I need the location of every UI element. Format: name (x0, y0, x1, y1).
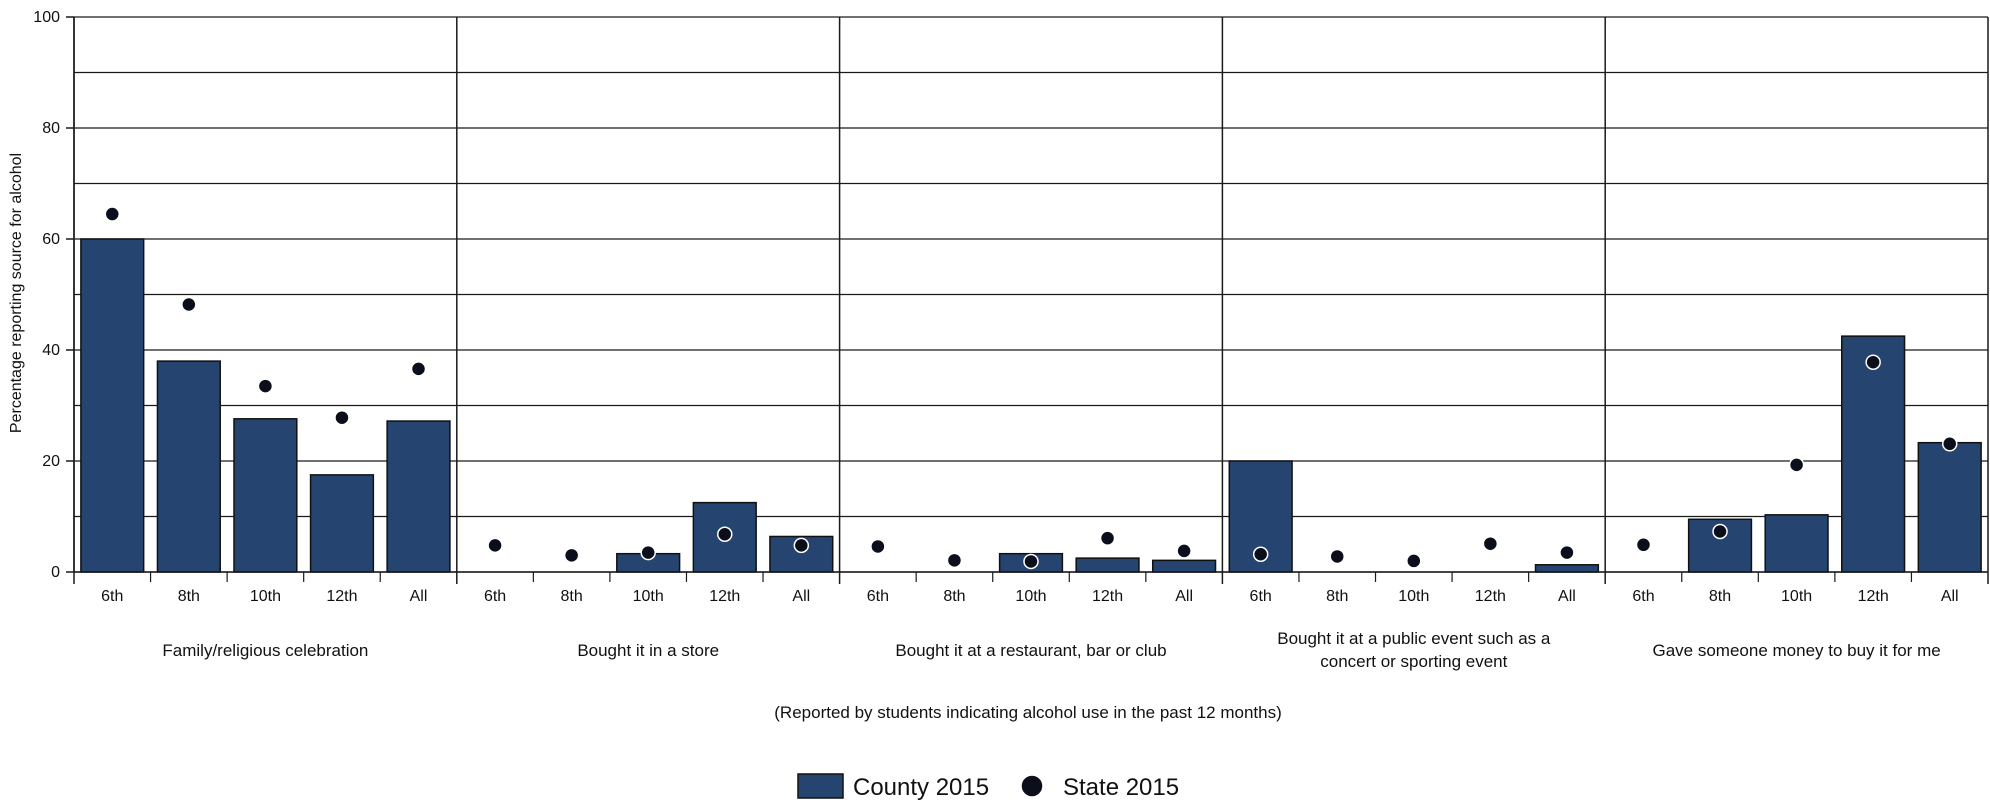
axes: 0 20 40 60 80 100 6th 8th 10th 12th All Family/reli… (33, 9, 1988, 671)
x-tick-label: 10th (1781, 588, 1812, 605)
state-point (1329, 548, 1345, 565)
x-tick-label: All (1558, 588, 1576, 605)
county-bar (233, 418, 298, 573)
y-tick-label: 60 (42, 231, 60, 248)
state-point (563, 547, 580, 564)
x-tick-label: 10th (1398, 588, 1429, 605)
county-bars (80, 238, 1982, 573)
state-point (946, 552, 963, 569)
x-tick-label: 10th (1015, 588, 1046, 605)
x-tick-label: 12th (1092, 588, 1123, 605)
y-tick-label: 0 (51, 564, 60, 581)
state-point (1252, 546, 1269, 562)
y-tick-label: 80 (42, 120, 60, 137)
county-bar (156, 360, 221, 573)
state-points (104, 206, 1958, 570)
x-tick-label: 8th (561, 588, 583, 605)
group-label: Gave someone money to buy it for me (1652, 641, 1940, 660)
x-tick-label: 10th (633, 588, 664, 605)
x-tick-label: 8th (943, 588, 965, 605)
x-tick-label: 12th (709, 588, 740, 605)
state-point (104, 206, 121, 222)
state-point (640, 544, 656, 561)
group-label: Bought it in a store (577, 641, 719, 660)
group-label: Bought it at a public event such as a (1277, 629, 1551, 648)
group-label: concert or sporting event (1320, 652, 1507, 671)
state-point (410, 361, 427, 377)
county-bar (309, 474, 375, 573)
y-tick-label: 20 (42, 453, 60, 470)
county-bar (1917, 441, 1982, 573)
county-bar (1075, 557, 1140, 573)
state-point (793, 537, 810, 554)
legend-label-state: State 2015 (1063, 774, 1179, 801)
x-tick-label: 12th (1858, 588, 1889, 605)
state-point (181, 296, 197, 313)
x-tick-label: 6th (484, 588, 506, 605)
legend-swatch-county (797, 773, 844, 799)
state-point (334, 409, 350, 426)
state-point (1712, 523, 1728, 540)
x-tick-label: 8th (178, 588, 200, 605)
state-point (1176, 543, 1192, 559)
state-point (1099, 530, 1116, 546)
y-tick-label: 100 (33, 9, 60, 26)
y-tick-label: 40 (42, 342, 60, 359)
y-axis-title: Percentage reporting source for alcohol (8, 153, 25, 433)
group-label: Bought it at a restaurant, bar or club (895, 641, 1166, 660)
x-tick-label: All (1941, 588, 1959, 605)
chart-note: (Reported by students indicating alcohol… (774, 703, 1281, 722)
legend: County 2015 State 2015 (797, 773, 1179, 801)
x-tick-label: 6th (867, 588, 889, 605)
state-point (487, 537, 503, 554)
x-tick-label: All (410, 588, 428, 605)
state-point (1865, 354, 1881, 370)
state-point (257, 378, 274, 394)
x-tick-label: 6th (101, 588, 123, 605)
x-tick-label: All (1175, 588, 1193, 605)
legend-swatch-state (1020, 774, 1044, 798)
state-point (717, 526, 733, 543)
county-bar (1764, 514, 1829, 573)
county-bar (386, 420, 451, 573)
group-label: Family/religious celebration (162, 641, 368, 660)
county-bar (1534, 564, 1600, 573)
x-tick-label: 12th (326, 588, 357, 605)
state-point (1406, 553, 1422, 569)
group-dividers (73, 17, 1989, 584)
state-point (1023, 553, 1039, 570)
x-tick-label: All (792, 588, 810, 605)
x-tick-label: 10th (250, 588, 281, 605)
x-tick-label: 6th (1250, 588, 1272, 605)
county-bar (1841, 335, 1906, 573)
county-bar (1151, 559, 1217, 573)
county-bar (80, 238, 145, 573)
state-point (1941, 436, 1958, 452)
legend-label-county: County 2015 (853, 774, 989, 801)
x-tick-label: 12th (1475, 588, 1506, 605)
state-point (1482, 535, 1499, 552)
state-point (1788, 457, 1805, 473)
state-point (1635, 537, 1652, 553)
state-point (870, 538, 886, 555)
state-point (1559, 544, 1575, 561)
x-tick-label: 8th (1709, 588, 1731, 605)
x-tick-label: 6th (1632, 588, 1654, 605)
x-tick-label: 8th (1326, 588, 1348, 605)
